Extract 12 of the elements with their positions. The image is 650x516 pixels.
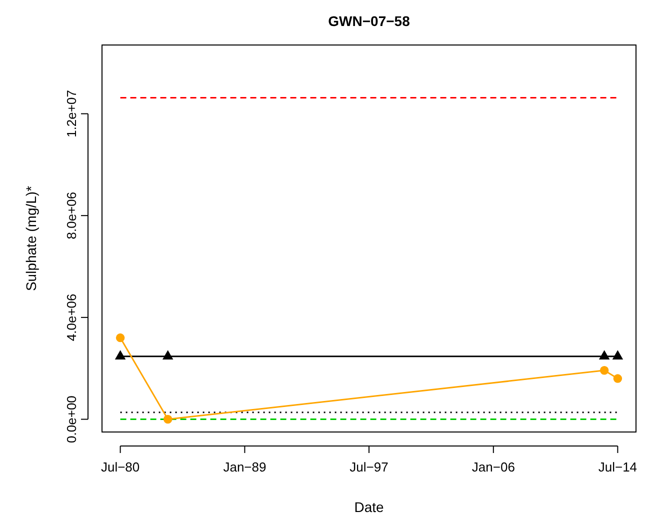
y-tick-label: 8.0e+06 bbox=[64, 192, 79, 240]
chart-title: GWN−07−58 bbox=[328, 13, 410, 29]
x-tick-label: Jul−14 bbox=[598, 460, 638, 475]
x-tick-label: Jul−80 bbox=[100, 460, 140, 475]
y-tick-label: 1.2e+07 bbox=[64, 90, 79, 138]
y-axis-title: Sulphate (mg/L)* bbox=[23, 185, 39, 292]
x-tick-label: Jan−89 bbox=[223, 460, 266, 475]
x-tick-label: Jul−97 bbox=[350, 460, 388, 475]
x-axis-title: Date bbox=[354, 499, 384, 515]
x-tick-label: Jan−06 bbox=[472, 460, 515, 475]
y-tick-label: 0.0e+00 bbox=[64, 396, 79, 443]
y-tick-label: 4.0e+06 bbox=[64, 294, 79, 342]
